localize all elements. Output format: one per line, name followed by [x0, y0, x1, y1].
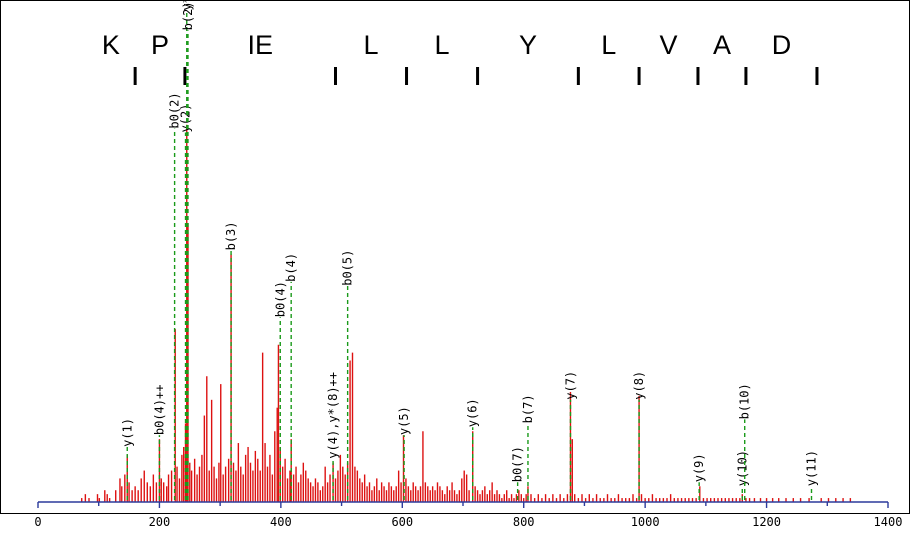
ion-label: y(1) — [120, 418, 134, 447]
ion-label: b(4) — [284, 253, 298, 282]
residue-letter: L — [364, 30, 379, 60]
residue-boundary-mark — [183, 67, 187, 85]
residue-letter: V — [660, 30, 678, 60]
x-tick-label: 1200 — [752, 515, 781, 529]
residue-boundary-mark — [334, 67, 337, 85]
residue-boundary-mark — [815, 67, 819, 85]
ion-label: b0(5) — [341, 250, 355, 286]
residue-boundary-mark — [637, 67, 641, 85]
ion-label: b0(4) — [273, 281, 287, 317]
ion-label: b(3) — [224, 222, 238, 251]
ion-label: y(5) — [397, 406, 411, 435]
ion-label: y(11) — [805, 450, 819, 486]
ion-label: y*(2) — [180, 1, 194, 11]
ion-label: y(4),y*(8)++ — [326, 372, 340, 459]
x-tick-label: 1000 — [631, 515, 660, 529]
ion-label: y(7) — [563, 371, 577, 400]
ion-label: b0(2) — [168, 92, 182, 128]
x-tick-label: 600 — [391, 515, 413, 529]
x-tick-label: 1400 — [874, 515, 903, 529]
residue-boundary-mark — [576, 67, 580, 85]
residue-letter: IE — [247, 30, 273, 60]
ion-label: b0(4)++ — [152, 385, 166, 436]
ion-label: y(10) — [735, 450, 749, 486]
peaks — [81, 124, 852, 502]
residue-letter: L — [435, 30, 450, 60]
chart-frame: K P IE L L Y L V A D y(1) b0(4)++ b0(2)y(2) y*(2)b(2… — [0, 0, 910, 529]
x-axis: 0 200 400 600 800 1000 1200 1400 — [34, 501, 903, 529]
residue-letter: L — [601, 30, 616, 60]
ion-label: y(8) — [632, 371, 646, 400]
x-tick-label: 0 — [34, 515, 41, 529]
residue-boundary-mark — [744, 67, 748, 85]
residue-boundary-mark — [405, 67, 409, 85]
x-tick-label: 800 — [513, 515, 535, 529]
ion-label: b(10) — [738, 383, 752, 419]
ion-annotations: y(1)b0(4)++b0(2)y(2)y*(2)b(2)b(3)b0(4)b(… — [120, 1, 819, 500]
sequence-boundaries — [133, 67, 819, 85]
ion-label: y(6) — [466, 398, 480, 427]
residue-letter: Y — [519, 30, 537, 60]
residue-boundary-mark — [476, 67, 480, 85]
ion-label: b(7) — [521, 394, 535, 423]
residue-letter: K — [102, 30, 120, 60]
x-tick-label: 200 — [149, 515, 171, 529]
residue-boundary-mark — [696, 67, 700, 85]
sequence-letters: K P IE L L Y L V A D — [102, 30, 791, 60]
ion-label: b0(7) — [511, 446, 525, 482]
residue-letter: D — [772, 30, 792, 60]
residue-letter: P — [151, 30, 169, 60]
ion-label: b(2) — [181, 1, 195, 30]
ion-label: y(9) — [692, 453, 706, 482]
ion-label: y(2) — [179, 104, 193, 133]
residue-boundary-mark — [133, 67, 137, 85]
residue-letter: A — [713, 30, 731, 60]
x-tick-label: 400 — [270, 515, 292, 529]
